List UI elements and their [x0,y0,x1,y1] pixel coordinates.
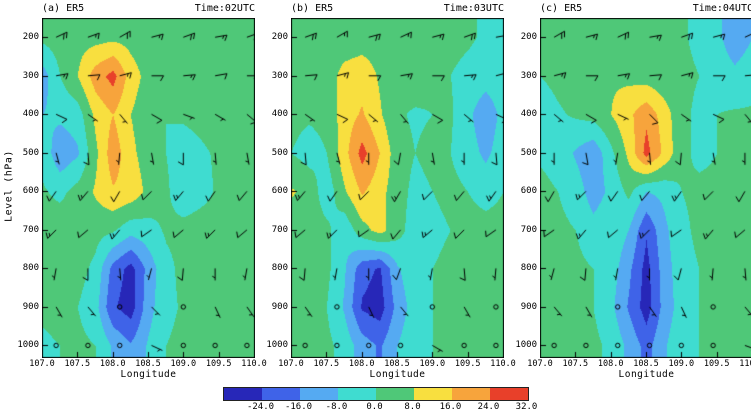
x-tick-label: 108.5 [633,359,659,369]
colorbar-label: 24.0 [477,402,500,412]
y-tick-label: 400 [22,109,39,120]
colorbar-blocks [222,387,529,401]
x-tick-label: 109.0 [668,359,695,369]
colorbar-segment [261,388,300,400]
y-tick-label: 700 [271,224,288,235]
x-tick-label: 108.5 [384,359,410,369]
panel-b-body: 200 300 400 500 600 700 800 900 1000 [265,18,504,358]
colorbar-label: 16.0 [439,402,462,412]
y-tick-label: 200 [520,32,537,43]
colorbar-label: -8.0 [325,402,348,412]
y-tick-label: 300 [22,70,39,81]
panel-a-plot-canvas [42,18,255,358]
panel-b-title: (b) ER5 [291,3,334,14]
colorbar-label: -24.0 [246,402,275,412]
colorbar-segment [337,388,376,400]
colorbar-label: 0.0 [366,402,383,412]
panel-a-body: 200 300 400 500 600 700 800 900 1000 [16,18,255,358]
y-tick-label: 800 [22,263,39,274]
x-tick-label: 108.0 [597,359,624,369]
x-tick-label: 107.5 [562,359,589,369]
x-tick-label: 109.5 [454,359,481,369]
colorbar: -24.0 -16.0 -8.0 0.0 8.0 16.0 24.0 32.0 [0,387,751,412]
y-tick-label: 400 [520,109,537,120]
y-tick-label: 700 [22,224,39,235]
y-tick-label: 700 [520,224,537,235]
panel-c-x-axis: 107.0 107.5 108.0 108.5 109.0 109.5 110.0 [527,358,751,369]
panel-a-time: Time:02UTC [194,3,255,14]
y-tick-label: 800 [271,263,288,274]
y-axis-title: Level (hPa) [3,150,15,222]
x-tick-label: 108.0 [348,359,375,369]
panel-c-y-axis: 200 300 400 500 600 700 800 900 1000 [514,18,540,358]
panel-b-time: Time:03UTC [443,3,504,14]
panel-c-x-axis-title: Longitude [618,369,675,380]
colorbar-segment [489,388,528,400]
panel-b-x-axis: 107.0 107.5 108.0 108.5 109.0 109.5 110.0 [278,358,516,369]
x-tick-label: 107.0 [278,359,304,369]
colorbar-label: 32.0 [515,402,538,412]
panel-c-title: (c) ER5 [540,3,583,14]
x-tick-label: 107.5 [64,359,91,369]
y-tick-label: 600 [22,186,39,197]
y-tick-label: 1000 [17,340,39,351]
y-tick-label: 200 [271,32,288,43]
panel-c-time: Time:04UTC [692,3,751,14]
x-tick-label: 110.0 [739,359,751,369]
panel-a: (a) ER5 Time:02UTC 200 300 400 500 600 700 800… [16,3,267,382]
y-tick-label: 1000 [266,340,288,351]
colorbar-segment [375,388,414,400]
panel-c: (c) ER5 Time:04UTC 200 300 400 500 600 700 800… [514,3,751,382]
colorbar-label: -16.0 [284,402,313,412]
x-tick-label: 110.0 [490,359,516,369]
x-tick-label: 110.0 [241,359,267,369]
panel-a-header: (a) ER5 Time:02UTC [42,3,255,18]
x-tick-label: 108.0 [99,359,126,369]
x-tick-label: 109.5 [703,359,730,369]
x-tick-label: 109.0 [170,359,197,369]
panel-a-title: (a) ER5 [42,3,85,14]
y-tick-label: 900 [22,301,39,312]
y-tick-label: 600 [271,186,288,197]
y-tick-label: 400 [271,109,288,120]
panel-a-y-axis: 200 300 400 500 600 700 800 900 1000 [16,18,42,358]
y-tick-label: 1000 [515,340,537,351]
panel-b-plot-canvas [291,18,504,358]
panel-a-x-axis-title: Longitude [120,369,177,380]
panels-row: (a) ER5 Time:02UTC 200 300 400 500 600 700 800… [16,3,751,382]
x-tick-label: 107.0 [29,359,55,369]
x-tick-label: 109.5 [205,359,232,369]
colorbar-label: 8.0 [404,402,421,412]
colorbar-segment [413,388,452,400]
panel-a-x-axis: 107.0 107.5 108.0 108.5 109.0 109.5 110.0 [29,358,267,369]
panel-b-x-axis-title: Longitude [369,369,426,380]
y-tick-label: 500 [271,147,288,158]
y-tick-label: 900 [271,301,288,312]
colorbar-segment [451,388,490,400]
panel-b-header: (b) ER5 Time:03UTC [291,3,504,18]
panel-b-y-axis: 200 300 400 500 600 700 800 900 1000 [265,18,291,358]
panel-c-body: 200 300 400 500 600 700 800 900 1000 [514,18,751,358]
panel-c-plot-canvas [540,18,751,358]
colorbar-segment [223,388,262,400]
colorbar-segment [299,388,338,400]
y-tick-label: 200 [22,32,39,43]
y-tick-label: 800 [520,263,537,274]
y-tick-label: 900 [520,301,537,312]
panel-c-header: (c) ER5 Time:04UTC [540,3,751,18]
x-tick-label: 107.0 [527,359,553,369]
y-tick-label: 600 [520,186,537,197]
colorbar-labels: -24.0 -16.0 -8.0 0.0 8.0 16.0 24.0 32.0 [223,401,537,412]
y-tick-label: 500 [520,147,537,158]
y-tick-label: 300 [520,70,537,81]
x-tick-label: 109.0 [419,359,446,369]
y-tick-label: 500 [22,147,39,158]
x-tick-label: 108.5 [135,359,161,369]
panel-b: (b) ER5 Time:03UTC 200 300 400 500 600 700 800… [265,3,516,382]
x-tick-label: 107.5 [313,359,340,369]
y-tick-label: 300 [271,70,288,81]
